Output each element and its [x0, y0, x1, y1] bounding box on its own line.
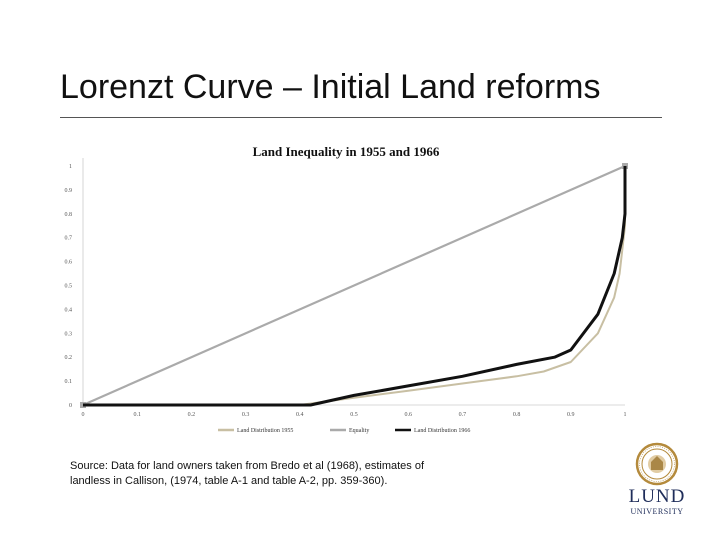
- lund-university-seal-icon: [635, 442, 679, 486]
- x-tick-label: 0: [82, 412, 85, 418]
- y-tick-label: 0.8: [65, 212, 73, 218]
- series-line-2: [83, 166, 627, 407]
- chart-title: Land Inequality in 1955 and 1966: [253, 144, 440, 159]
- y-tick-label: 0.1: [65, 379, 73, 385]
- source-note: Source: Data for land owners taken from …: [70, 460, 425, 487]
- title-divider: [60, 117, 662, 118]
- x-tick-label: 0.6: [404, 412, 412, 418]
- y-tick-label: 0.9: [65, 188, 73, 194]
- y-tick-label: 0: [69, 403, 72, 409]
- y-tick-label: 0.6: [65, 260, 73, 266]
- legend-label-2: Land Distribution 1966: [414, 428, 470, 434]
- series-line-1: [82, 164, 626, 407]
- y-tick-label: 1: [69, 164, 72, 170]
- y-tick-label: 0.3: [65, 331, 73, 337]
- y-tick-label: 0.7: [65, 236, 73, 242]
- logo-name: LUND: [628, 486, 686, 507]
- logo-subtitle: UNIVERSITY: [630, 507, 684, 516]
- y-tick-label: 0.4: [65, 307, 73, 313]
- x-tick-label: 0.1: [133, 412, 141, 418]
- x-tick-label: 0.9: [567, 412, 575, 418]
- y-tick-label: 0.5: [65, 284, 73, 290]
- x-ticks: 0 0.1 0.2 0.3 0.4 0.5 0.6 0.7 0.8 0.9 1: [82, 412, 627, 418]
- x-tick-label: 0.7: [459, 412, 467, 418]
- x-tick-label: 0.8: [513, 412, 521, 418]
- x-tick-label: 0.2: [188, 412, 196, 418]
- series-group: [80, 163, 628, 408]
- x-tick-label: 0.5: [350, 412, 358, 418]
- x-tick-label: 0.4: [296, 412, 304, 418]
- y-tick-label: 0.2: [65, 355, 73, 361]
- y-ticks: 0 0.1 0.2 0.3 0.4 0.5 0.6 0.7 0.8 0.9 1: [65, 164, 73, 409]
- legend-label-1: Equality: [349, 428, 369, 434]
- legend-label-0: Land Distribution 1955: [237, 428, 293, 434]
- x-tick-label: 0.3: [242, 412, 250, 418]
- x-tick-label: 1: [624, 412, 627, 418]
- chart-legend: Land Distribution 1955 Equality Land Distr…: [218, 428, 470, 434]
- lorenz-chart: Land Inequality in 1955 and 1966 0 0.1 0.2…: [65, 144, 628, 434]
- slide-title: Lorenzt Curve – Initial Land reforms: [60, 68, 601, 106]
- lund-logo-text: LUND UNIVERSITY: [624, 487, 690, 517]
- chart-container: Land Inequality in 1955 and 1966 0 0.1 0.2…: [60, 135, 633, 440]
- series-line-0: [83, 166, 626, 406]
